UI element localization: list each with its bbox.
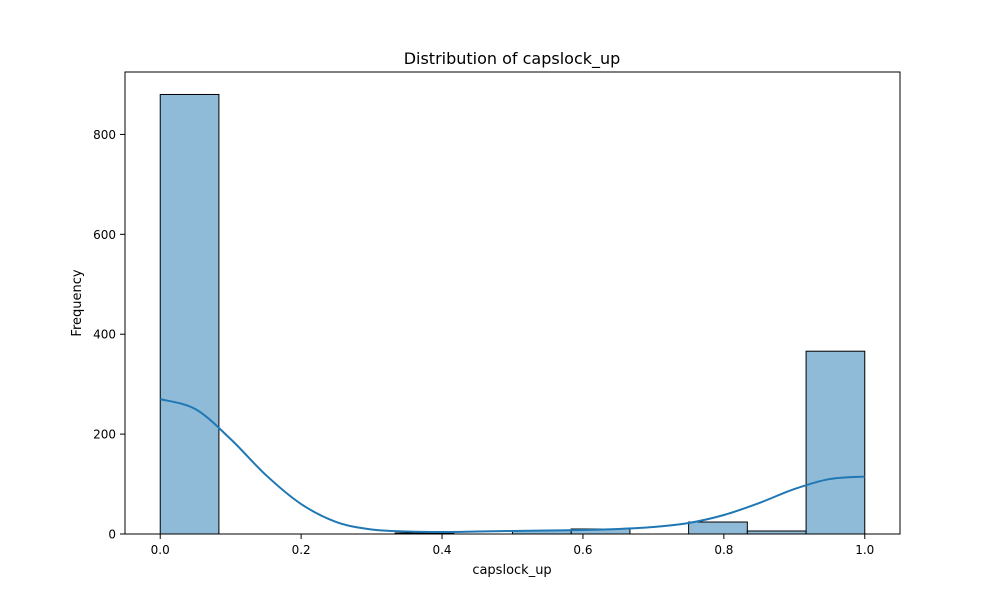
histogram-bar-0 xyxy=(159,93,220,535)
histogram-bar-11 xyxy=(805,350,866,535)
kde-curve xyxy=(159,398,865,534)
chart-title: Distribution of capslock_up xyxy=(404,49,621,69)
x-tick-label: 0.2 xyxy=(292,543,311,557)
x-tick-label: 0.8 xyxy=(714,543,733,557)
y-axis-label: Frequency xyxy=(70,269,85,336)
x-tick-label: 0.0 xyxy=(151,543,170,557)
y-tick-label: 0 xyxy=(108,528,116,542)
x-tick-label: 0.6 xyxy=(573,543,592,557)
x-tick-label: 0.4 xyxy=(432,543,451,557)
y-tick-label: 400 xyxy=(93,328,116,342)
plot-frame xyxy=(124,71,901,535)
y-tick-label: 200 xyxy=(93,428,116,442)
x-axis-label: capslock_up xyxy=(472,563,551,578)
x-axis-ticks: 0.0 0.2 0.4 0.6 0.8 1.0 xyxy=(151,534,874,557)
y-axis-ticks: 0 200 400 600 800 xyxy=(93,128,125,542)
x-tick-label: 1.0 xyxy=(855,543,874,557)
histogram-bars xyxy=(159,93,866,535)
histogram-bar-9 xyxy=(688,521,748,535)
y-tick-label: 800 xyxy=(93,128,116,142)
y-tick-label: 600 xyxy=(93,228,116,242)
